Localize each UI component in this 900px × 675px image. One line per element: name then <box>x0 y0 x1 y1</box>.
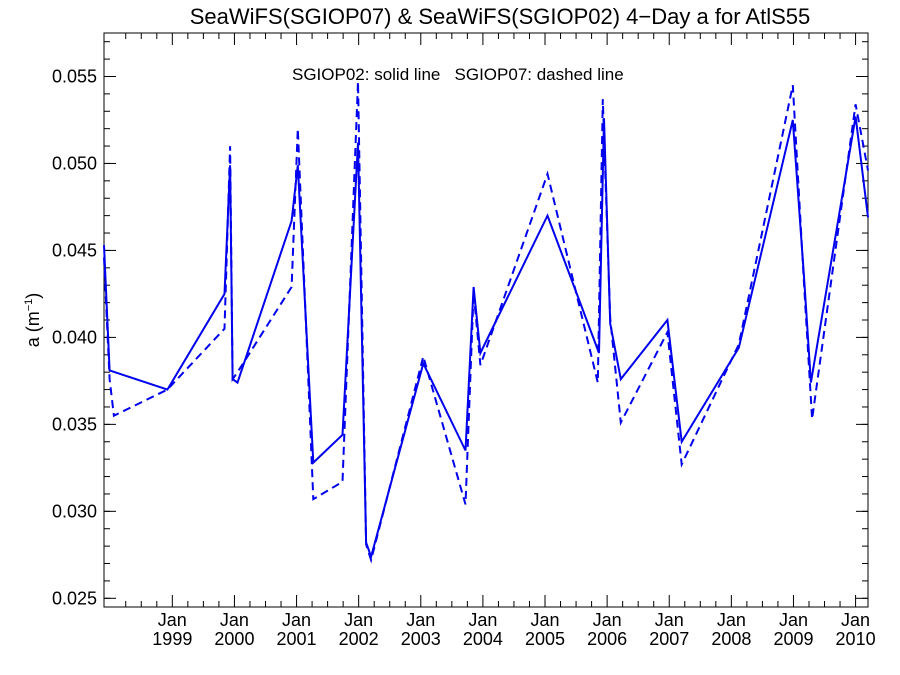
y-tick-label: 0.055 <box>52 66 97 86</box>
y-tick-label: 0.025 <box>52 588 97 608</box>
x-tick-label-month: Jan <box>841 610 870 630</box>
x-tick-label-month: Jan <box>344 610 373 630</box>
x-tick-label-month: Jan <box>779 610 808 630</box>
x-tick-label-month: Jan <box>158 610 187 630</box>
y-tick-label: 0.050 <box>52 153 97 173</box>
x-axis: Jan1999Jan2000Jan2001Jan2002Jan2003Jan20… <box>125 33 876 649</box>
x-tick-label-year: 2007 <box>649 629 689 649</box>
x-tick-label-year: 2008 <box>711 629 751 649</box>
y-axis-label: a (m−1) <box>23 293 43 348</box>
x-tick-label-year: 2010 <box>836 629 876 649</box>
y-tick-label: 0.040 <box>52 327 97 347</box>
line-style-annotation: SGIOP02: solid line SGIOP07: dashed line <box>292 65 624 84</box>
x-tick-label-month: Jan <box>220 610 249 630</box>
x-tick-label-year: 2009 <box>773 629 813 649</box>
chart-title: SeaWiFS(SGIOP07) & SeaWiFS(SGIOP02) 4−Da… <box>190 4 811 29</box>
y-axis-label-sup: −1 <box>23 299 35 312</box>
series-group <box>103 81 869 564</box>
y-axis-label-end: ) <box>23 293 43 299</box>
x-tick-label-month: Jan <box>593 610 622 630</box>
x-tick-label-month: Jan <box>406 610 435 630</box>
x-tick-label-year: 2001 <box>277 629 317 649</box>
x-tick-label-year: 2006 <box>587 629 627 649</box>
y-axis-label-base: a (m <box>23 311 43 347</box>
x-tick-label-month: Jan <box>717 610 746 630</box>
y-tick-label: 0.035 <box>52 414 97 434</box>
x-tick-label-month: Jan <box>282 610 311 630</box>
plot-frame <box>103 32 869 608</box>
x-tick-label-month: Jan <box>530 610 559 630</box>
x-tick-label-year: 1999 <box>152 629 192 649</box>
x-tick-label-year: 2002 <box>339 629 379 649</box>
x-tick-label-year: 2003 <box>401 629 441 649</box>
y-tick-label: 0.030 <box>52 501 97 521</box>
y-tick-label: 0.045 <box>52 240 97 260</box>
series-line-solid <box>103 116 869 560</box>
x-tick-label-year: 2000 <box>214 629 254 649</box>
x-tick-label-year: 2004 <box>463 629 503 649</box>
x-tick-label-month: Jan <box>655 610 684 630</box>
x-tick-label-month: Jan <box>468 610 497 630</box>
series-line-dashed <box>103 81 869 564</box>
y-axis: 0.025 0.030 0.035 0.040 0.045 0.050 0.055 <box>52 41 868 608</box>
x-tick-label-year: 2005 <box>525 629 565 649</box>
